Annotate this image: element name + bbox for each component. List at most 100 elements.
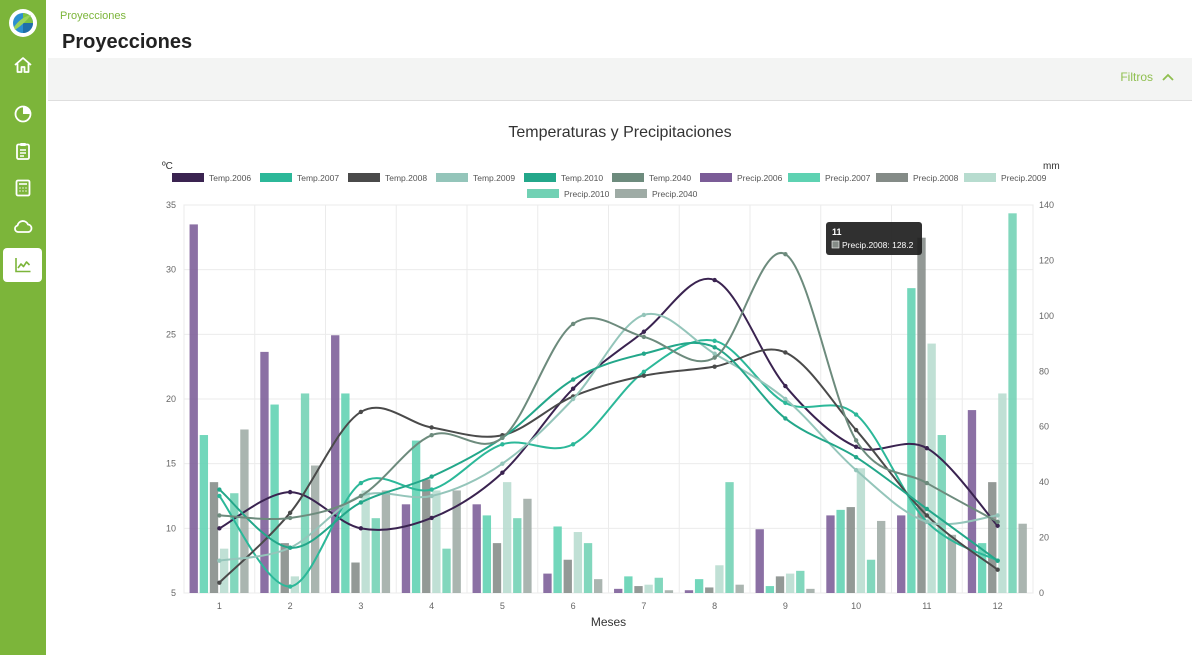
y-left-tick-label: 10 [166, 523, 176, 533]
bar-precip-2010 [866, 559, 876, 593]
sidebar-item-cloud[interactable] [0, 209, 46, 243]
point-temp-2008 [641, 373, 647, 378]
point-temp-2008 [358, 409, 364, 415]
bar-precip-2007 [341, 393, 350, 593]
point-temp-2008 [712, 364, 717, 369]
filter-bar: Filtros [48, 58, 1192, 101]
bar-precip-2009 [785, 573, 795, 593]
x-tick-label: 12 [993, 601, 1003, 611]
legend-swatch [876, 173, 908, 182]
bar-precip-2007 [694, 579, 704, 593]
bar-precip-2006 [614, 588, 623, 593]
point-temp-2006 [500, 470, 505, 475]
page-header: Proyecciones Proyecciones [46, 0, 1200, 58]
bar-precip-2008 [422, 479, 431, 593]
bar-precip-2010 [796, 570, 805, 593]
line-temp-2006 [218, 277, 999, 531]
point-temp-2007 [641, 369, 647, 375]
y-left-tick-label: 30 [166, 265, 176, 275]
bar-precip-2040 [523, 498, 532, 593]
sidebar-item-proyecciones[interactable] [3, 248, 42, 282]
bar-precip-2008 [209, 482, 219, 593]
bar-precip-2008 [492, 543, 502, 593]
sidebar-item-pie-chart[interactable] [0, 97, 46, 131]
x-tick-label: 10 [851, 601, 861, 611]
bar-precip-2007 [765, 586, 775, 593]
filters-toggle-button[interactable]: Filtros [1120, 70, 1174, 84]
y-right-tick-label: 40 [1039, 477, 1049, 487]
x-tick-label: 8 [712, 601, 717, 611]
bar-precip-2007 [836, 509, 845, 593]
y-left-tick-label: 15 [166, 459, 176, 469]
x-tick-label: 11 [922, 601, 931, 611]
point-temp-2010 [287, 545, 293, 550]
bar-precip-2010 [442, 548, 451, 593]
bar-precip-2040 [735, 584, 744, 593]
x-tick-label: 4 [429, 601, 434, 611]
home-icon [14, 57, 32, 73]
bar-precip-2008 [917, 237, 926, 593]
logo-icon [13, 13, 33, 33]
bar-precip-2007 [199, 435, 209, 593]
app-logo[interactable] [9, 9, 37, 37]
point-temp-2006 [570, 386, 576, 391]
point-temp-2008 [287, 510, 293, 516]
point-temp-2010 [924, 506, 930, 512]
y-right-axis-label: mm [1043, 161, 1060, 172]
point-temp-2009 [995, 513, 1000, 518]
calculator-icon [15, 179, 31, 197]
legend-label: Precip.2006 [737, 173, 783, 183]
bar-precip-2009 [715, 565, 724, 593]
bar-precip-2006 [472, 504, 481, 593]
point-temp-2007 [287, 584, 293, 589]
bar-precip-2040 [452, 490, 461, 593]
point-temp-2040 [429, 433, 434, 438]
y-left-tick-label: 25 [166, 329, 176, 339]
bar-precip-2008 [634, 586, 643, 593]
point-temp-2009 [641, 312, 647, 318]
bar-precip-2010 [937, 435, 946, 593]
sidebar-item-clipboard[interactable] [0, 134, 46, 168]
point-temp-2040 [500, 435, 505, 440]
sidebar-item-home[interactable] [0, 48, 46, 82]
point-temp-2010 [853, 455, 859, 460]
y-right-tick-label: 80 [1039, 366, 1049, 376]
breadcrumb[interactable]: Proyecciones [60, 10, 127, 22]
filters-label: Filtros [1120, 70, 1153, 84]
point-temp-2006 [358, 526, 364, 531]
legend-swatch [260, 173, 292, 182]
point-temp-2009 [500, 461, 505, 466]
point-temp-2006 [995, 523, 1000, 528]
bar-precip-2008 [988, 482, 997, 593]
bar-precip-2006 [189, 224, 198, 593]
legend-label: Precip.2007 [825, 173, 871, 183]
bar-precip-2007 [411, 440, 421, 593]
point-temp-2040 [924, 480, 930, 486]
point-temp-2006 [783, 383, 788, 389]
sidebar [0, 0, 46, 655]
bar-precip-2008 [775, 576, 785, 593]
bar-precip-2010 [1008, 213, 1017, 594]
point-temp-2007 [570, 442, 576, 447]
legend-swatch [527, 189, 559, 198]
point-temp-2040 [287, 515, 293, 521]
bar-precip-2007 [270, 404, 279, 593]
y-right-tick-label: 140 [1039, 200, 1054, 210]
bar-precip-2009 [361, 490, 370, 593]
sidebar-item-calculator[interactable] [0, 171, 46, 205]
legend-label: Temp.2008 [385, 173, 427, 183]
point-temp-2010 [429, 474, 434, 479]
legend-swatch [436, 173, 468, 182]
point-temp-2010 [712, 345, 717, 350]
bar-precip-2007 [624, 576, 633, 593]
point-temp-2007 [429, 487, 434, 492]
legend-label: Precip.2008 [913, 173, 959, 183]
legend-swatch [348, 173, 380, 182]
point-temp-2006 [429, 515, 434, 521]
bar-precip-2009 [927, 343, 936, 593]
point-temp-2008 [995, 567, 1000, 572]
legend-label: Temp.2040 [649, 173, 691, 183]
bar-precip-2006 [826, 515, 835, 593]
bar-precip-2009 [644, 584, 653, 593]
point-temp-2007 [853, 412, 859, 417]
